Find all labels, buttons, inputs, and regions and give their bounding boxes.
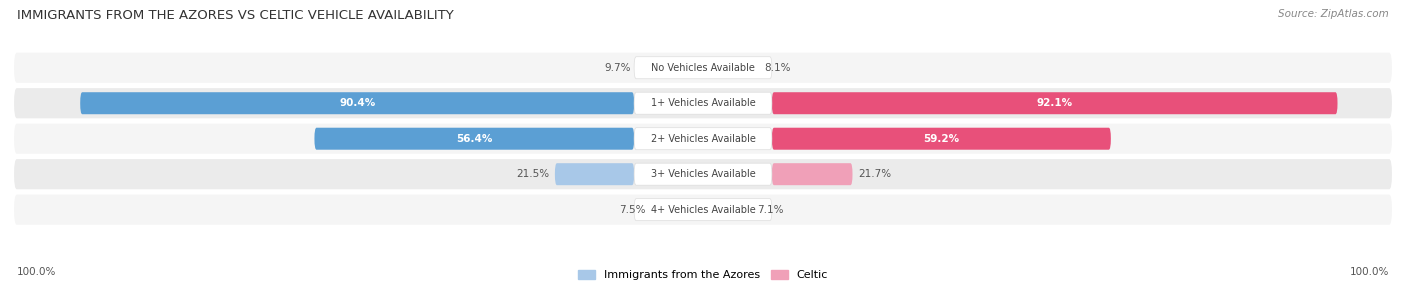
FancyBboxPatch shape [772, 92, 1337, 114]
FancyBboxPatch shape [14, 53, 1392, 83]
FancyBboxPatch shape [14, 124, 1392, 154]
Text: 100.0%: 100.0% [1350, 267, 1389, 277]
FancyBboxPatch shape [14, 88, 1392, 118]
Text: 2+ Vehicles Available: 2+ Vehicles Available [651, 134, 755, 144]
Text: 7.1%: 7.1% [758, 205, 785, 215]
Text: 92.1%: 92.1% [1036, 98, 1073, 108]
FancyBboxPatch shape [772, 163, 852, 185]
Text: 9.7%: 9.7% [605, 63, 631, 73]
FancyBboxPatch shape [634, 128, 772, 150]
FancyBboxPatch shape [14, 194, 1392, 225]
Text: 21.5%: 21.5% [516, 169, 550, 179]
Text: 59.2%: 59.2% [924, 134, 959, 144]
Text: 90.4%: 90.4% [339, 98, 375, 108]
FancyBboxPatch shape [772, 128, 1111, 150]
Text: 7.5%: 7.5% [619, 205, 645, 215]
Text: 3+ Vehicles Available: 3+ Vehicles Available [651, 169, 755, 179]
Text: 4+ Vehicles Available: 4+ Vehicles Available [651, 205, 755, 215]
FancyBboxPatch shape [634, 163, 772, 185]
FancyBboxPatch shape [634, 92, 772, 114]
Legend: Immigrants from the Azores, Celtic: Immigrants from the Azores, Celtic [578, 270, 828, 281]
Text: 56.4%: 56.4% [456, 134, 492, 144]
Text: Source: ZipAtlas.com: Source: ZipAtlas.com [1278, 9, 1389, 19]
Text: IMMIGRANTS FROM THE AZORES VS CELTIC VEHICLE AVAILABILITY: IMMIGRANTS FROM THE AZORES VS CELTIC VEH… [17, 9, 454, 21]
Text: 1+ Vehicles Available: 1+ Vehicles Available [651, 98, 755, 108]
FancyBboxPatch shape [80, 92, 634, 114]
Text: No Vehicles Available: No Vehicles Available [651, 63, 755, 73]
FancyBboxPatch shape [555, 163, 634, 185]
FancyBboxPatch shape [315, 128, 634, 150]
FancyBboxPatch shape [14, 159, 1392, 189]
FancyBboxPatch shape [634, 199, 772, 221]
FancyBboxPatch shape [634, 57, 772, 79]
Text: 100.0%: 100.0% [17, 267, 56, 277]
Text: 8.1%: 8.1% [765, 63, 790, 73]
Text: 21.7%: 21.7% [858, 169, 891, 179]
